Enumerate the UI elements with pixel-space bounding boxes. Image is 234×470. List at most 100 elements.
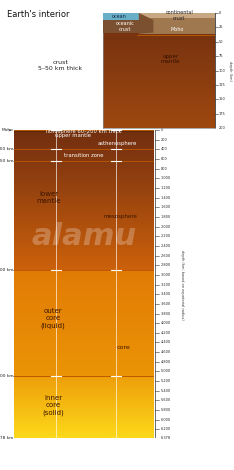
Bar bbox=[14, 396, 154, 397]
Bar bbox=[14, 276, 154, 277]
Bar bbox=[103, 26, 215, 29]
Text: 6,378 km: 6,378 km bbox=[0, 436, 13, 440]
Bar bbox=[14, 406, 154, 407]
Bar bbox=[14, 246, 154, 247]
Bar bbox=[14, 273, 154, 274]
Polygon shape bbox=[139, 13, 154, 34]
Bar bbox=[14, 271, 154, 272]
Bar bbox=[14, 152, 154, 153]
Text: Moho: Moho bbox=[1, 128, 13, 132]
Bar bbox=[14, 241, 154, 242]
Bar bbox=[14, 177, 154, 178]
Text: mesosphere: mesosphere bbox=[103, 214, 137, 219]
Bar bbox=[103, 72, 215, 75]
Bar bbox=[14, 140, 154, 141]
Bar bbox=[103, 113, 215, 115]
Text: inner
core
(solid): inner core (solid) bbox=[42, 395, 64, 415]
Bar bbox=[14, 208, 154, 209]
Bar bbox=[14, 175, 154, 177]
Bar bbox=[14, 170, 154, 171]
Text: 1,600: 1,600 bbox=[161, 205, 171, 209]
Text: 2,200: 2,200 bbox=[161, 234, 171, 238]
Bar bbox=[14, 281, 154, 282]
Text: core: core bbox=[116, 345, 130, 350]
Bar bbox=[14, 197, 154, 198]
Bar bbox=[14, 308, 154, 309]
Bar bbox=[14, 247, 154, 248]
Bar bbox=[14, 405, 154, 406]
Text: 6,378: 6,378 bbox=[161, 436, 171, 440]
Bar bbox=[14, 134, 154, 135]
Bar bbox=[14, 231, 154, 232]
Bar bbox=[103, 61, 215, 63]
Bar bbox=[14, 346, 154, 348]
Bar bbox=[103, 124, 215, 126]
Bar bbox=[14, 437, 154, 438]
Bar bbox=[14, 243, 154, 244]
Text: 200: 200 bbox=[219, 126, 226, 130]
Bar bbox=[14, 300, 154, 301]
Bar bbox=[14, 226, 154, 227]
Bar bbox=[14, 344, 154, 345]
Text: 6,200: 6,200 bbox=[161, 427, 171, 431]
Bar bbox=[14, 323, 154, 324]
Text: 0: 0 bbox=[161, 128, 163, 132]
Bar bbox=[14, 161, 154, 163]
Bar bbox=[14, 287, 154, 288]
Bar bbox=[14, 152, 154, 153]
Text: 3,000: 3,000 bbox=[161, 273, 171, 277]
Text: 4,200: 4,200 bbox=[161, 331, 171, 335]
Bar bbox=[14, 314, 154, 316]
Bar bbox=[14, 371, 154, 372]
Bar bbox=[103, 111, 215, 113]
Bar bbox=[14, 232, 154, 233]
Bar bbox=[103, 105, 215, 107]
Bar bbox=[103, 103, 215, 105]
Text: 3,800: 3,800 bbox=[161, 312, 171, 315]
Text: 1,800: 1,800 bbox=[161, 215, 171, 219]
Bar bbox=[14, 424, 154, 425]
Bar bbox=[14, 266, 154, 267]
Bar bbox=[14, 419, 154, 420]
Bar bbox=[139, 17, 215, 34]
Text: 150: 150 bbox=[219, 97, 226, 101]
Bar bbox=[14, 195, 154, 196]
Bar bbox=[14, 201, 154, 202]
Bar bbox=[14, 322, 154, 323]
Bar bbox=[14, 221, 154, 222]
Bar bbox=[14, 376, 154, 377]
Bar bbox=[14, 256, 154, 257]
Bar bbox=[14, 299, 154, 300]
Bar bbox=[14, 150, 154, 151]
Bar bbox=[14, 318, 154, 319]
Bar bbox=[14, 416, 154, 417]
Bar bbox=[14, 309, 154, 311]
Bar bbox=[14, 362, 154, 364]
Bar bbox=[14, 288, 154, 289]
Bar bbox=[103, 80, 215, 82]
Bar bbox=[14, 168, 154, 169]
Bar bbox=[14, 253, 154, 254]
Bar bbox=[14, 426, 154, 427]
Text: 75: 75 bbox=[219, 54, 223, 58]
Bar bbox=[103, 65, 215, 67]
Text: depth (km; based on equatorial radius): depth (km; based on equatorial radius) bbox=[180, 250, 184, 320]
Bar bbox=[14, 402, 154, 403]
Text: asthenosphere: asthenosphere bbox=[98, 141, 137, 146]
Bar bbox=[14, 141, 154, 142]
Bar bbox=[14, 269, 154, 270]
Text: 5,400: 5,400 bbox=[161, 389, 171, 393]
Bar bbox=[14, 385, 154, 386]
Bar bbox=[14, 132, 154, 133]
Bar bbox=[14, 351, 154, 352]
Bar bbox=[14, 301, 154, 302]
Bar bbox=[14, 130, 154, 131]
Bar bbox=[14, 330, 154, 332]
Bar bbox=[14, 434, 154, 435]
Bar bbox=[14, 335, 154, 336]
Bar bbox=[14, 167, 154, 168]
Bar bbox=[14, 401, 154, 402]
Text: 1,000: 1,000 bbox=[161, 176, 171, 180]
Bar bbox=[14, 293, 154, 295]
Text: 1,400: 1,400 bbox=[161, 196, 171, 200]
